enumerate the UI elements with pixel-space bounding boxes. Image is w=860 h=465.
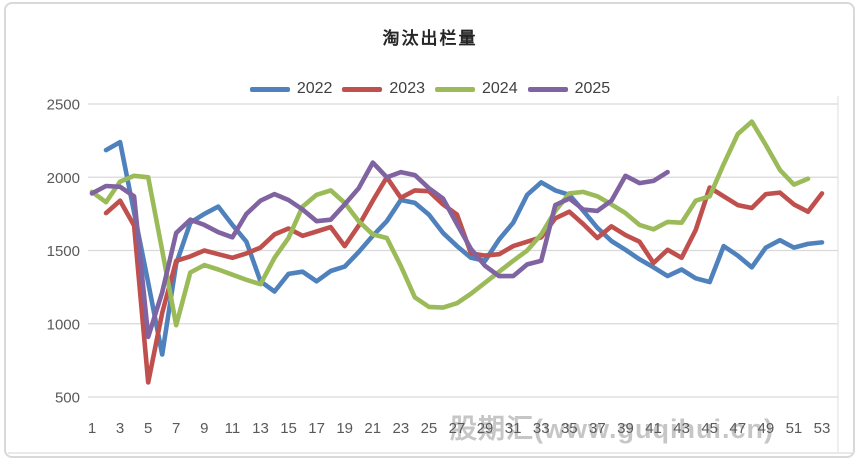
x-axis-tick-label: 11 <box>225 420 241 437</box>
series-line-2022 <box>103 139 825 357</box>
x-axis-tick-label: 21 <box>364 420 381 437</box>
x-axis-tick-label: 43 <box>673 420 690 437</box>
legend-label-2023: 2023 <box>389 80 425 97</box>
legend-swatch-2025 <box>527 86 568 92</box>
series-line-2024 <box>89 119 811 328</box>
x-axis-tick-label: 53 <box>814 420 831 437</box>
x-axis-tick-label: 17 <box>308 420 325 437</box>
x-axis-tick-label: 29 <box>477 420 494 437</box>
x-axis-tick-label: 41 <box>645 420 662 437</box>
x-axis-tick-label: 23 <box>393 420 410 437</box>
x-axis-tick-label: 25 <box>421 420 438 437</box>
x-axis-tick-label: 19 <box>336 420 353 437</box>
x-axis-tick-label: 33 <box>533 420 550 437</box>
legend-item-2022: 2022 <box>249 80 333 98</box>
watermark-text: 股期汇(www.guqihui.cn) <box>450 414 774 444</box>
x-axis-tick-label: 27 <box>449 420 466 437</box>
x-axis-tick-label: 39 <box>617 420 634 437</box>
x-axis-tick-label: 37 <box>589 420 606 437</box>
x-axis-tick-label: 13 <box>252 420 269 437</box>
legend-swatch-2023 <box>342 86 383 92</box>
legend-swatch-2024 <box>435 86 475 92</box>
x-axis-tick-label: 9 <box>200 420 208 437</box>
series-line-2025 <box>89 160 670 340</box>
x-axis-tick-label: 47 <box>729 420 746 437</box>
y-axis-tick-label: 2500 <box>47 97 80 114</box>
y-axis-tick-label: 1000 <box>47 316 80 333</box>
x-axis-tick-label: 35 <box>561 420 578 437</box>
chart-legend: 2022 2023 2024 2025 <box>0 80 860 98</box>
x-axis-tick-label: 3 <box>116 420 124 437</box>
legend-label-2022: 2022 <box>296 80 333 97</box>
legend-item-2025: 2025 <box>527 80 611 98</box>
x-axis-tick-label: 31 <box>505 420 522 437</box>
legend-item-2023: 2023 <box>342 80 425 98</box>
x-axis-tick-label: 45 <box>701 420 718 437</box>
legend-item-2024: 2024 <box>435 80 518 98</box>
legend-label-2025: 2025 <box>574 80 611 97</box>
x-axis-tick-label: 7 <box>172 420 180 437</box>
y-axis-tick-label: 1500 <box>47 243 80 260</box>
x-axis-tick-label: 15 <box>280 420 297 437</box>
legend-swatch-2022 <box>249 86 290 92</box>
x-axis-tick-label: 1 <box>88 420 96 437</box>
chart-title: 淘汰出栏量 <box>382 29 478 48</box>
y-axis-tick-label: 500 <box>55 390 80 407</box>
x-axis-tick-label: 51 <box>786 420 803 437</box>
x-axis-tick-label: 5 <box>144 420 152 437</box>
x-axis-tick-label: 49 <box>758 420 775 437</box>
legend-label-2024: 2024 <box>482 80 518 97</box>
y-axis-tick-label: 2000 <box>47 170 80 187</box>
